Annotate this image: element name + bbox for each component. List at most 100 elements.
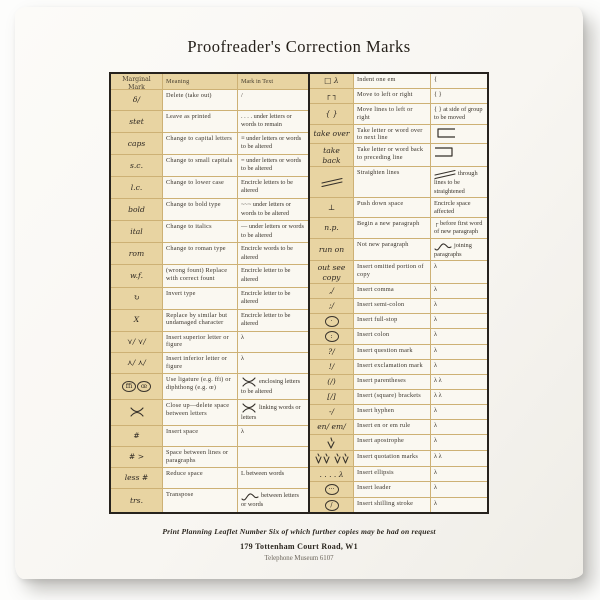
mark-in-text-text: λ bbox=[434, 346, 438, 354]
correction-marks-table: Marginal Mark Meaning Mark in Text δ/ De… bbox=[109, 72, 489, 514]
meaning-text: Move lines to left or right bbox=[357, 106, 413, 121]
marginal-mark-cell: ;/ bbox=[310, 299, 353, 314]
table-row: ┌ ┐ Move to left or right { } bbox=[310, 88, 487, 103]
marginal-mark-cell: s.c. bbox=[111, 155, 162, 177]
meaning-text: Insert colon bbox=[357, 331, 390, 339]
table-row: w.f. (wrong fount) Replace with correct … bbox=[111, 264, 308, 287]
marginal-mark-cell: δ/ bbox=[111, 90, 162, 110]
marginal-mark-cell bbox=[111, 400, 162, 425]
marginal-mark-cell: ↻ bbox=[111, 287, 162, 309]
mark-in-text-cell: Encircle letter to be altered bbox=[237, 287, 308, 309]
meaning-text: Insert comma bbox=[357, 286, 394, 294]
mark-in-text-cell: { bbox=[430, 74, 487, 88]
marginal-mark-cell: (/) bbox=[310, 374, 353, 389]
marginal-mark-cell: . . . . λ bbox=[310, 467, 353, 482]
marginal-mark-text: . . . . λ bbox=[319, 469, 344, 479]
meaning-text: Insert leader bbox=[357, 484, 391, 492]
mark-in-text-text: λ bbox=[434, 406, 438, 414]
mark-in-text-text: — under letters or words to be altered bbox=[241, 223, 304, 239]
mark-in-text-cell: through lines to be straightened bbox=[430, 167, 487, 197]
mark-in-text-cell bbox=[430, 144, 487, 167]
table-row: take over Take letter or word over to ne… bbox=[310, 123, 487, 144]
meaning-text: Insert inferior letter or figure bbox=[166, 354, 228, 370]
table-row: rom Change to roman type Encircle words … bbox=[111, 242, 308, 265]
mark-in-text-text: { bbox=[434, 76, 438, 83]
marginal-mark-text: rom bbox=[128, 249, 145, 259]
marginal-mark-cell: stet bbox=[111, 111, 162, 133]
table-row: □ λ Indent one em { bbox=[310, 74, 487, 88]
marginal-mark-cell: [/] bbox=[310, 389, 353, 404]
mark-in-text-text: ~~~ under letters or words to be altered bbox=[241, 201, 291, 217]
table-row: !/ Insert exclamation mark λ bbox=[310, 358, 487, 374]
meaning-text: Change to roman type bbox=[166, 245, 226, 253]
meaning-cell: Insert (square) brackets bbox=[353, 389, 430, 404]
table-header-row: Marginal Mark Meaning Mark in Text bbox=[111, 74, 308, 91]
meaning-cell: Change to small capitals bbox=[162, 155, 237, 177]
meaning-cell: Not new paragraph bbox=[353, 238, 430, 261]
meaning-text: Move to left or right bbox=[357, 91, 413, 98]
table-row: X Replace by similar but undamaged chara… bbox=[111, 308, 308, 331]
meaning-cell: Space between lines or paragraphs bbox=[162, 446, 237, 468]
mark-in-text-text: λ bbox=[434, 286, 438, 294]
marginal-mark-cell: take back bbox=[310, 144, 353, 167]
mark-in-text-cell bbox=[430, 124, 487, 144]
footer-note: Print Planning Leaflet Number Six of whi… bbox=[162, 527, 436, 536]
marginal-mark-text: caps bbox=[127, 138, 146, 148]
table-row: out see copy Insert omitted portion of c… bbox=[310, 260, 487, 284]
marginal-mark-text: n.p. bbox=[324, 223, 339, 233]
mark-in-text-text: Encircle letter to be altered bbox=[241, 289, 291, 305]
mark-in-text-cell: L between words bbox=[237, 468, 308, 489]
meaning-cell: Insert exclamation mark bbox=[353, 359, 430, 374]
straighten-lines-icon bbox=[434, 170, 456, 180]
marginal-mark-text: bold bbox=[128, 205, 145, 215]
marginal-mark-circled-mark: œ bbox=[137, 381, 151, 393]
meaning-cell: Change to roman type bbox=[162, 243, 237, 265]
mark-in-text-text: λ bbox=[434, 484, 438, 492]
marginal-mark-text: ⋏/ ⋏/ bbox=[127, 358, 146, 368]
mark-in-text-cell: λ bbox=[430, 404, 487, 419]
meaning-cell: Take letter or word over to next line bbox=[353, 124, 430, 144]
mark-in-text-cell: λ λ bbox=[430, 389, 487, 404]
table-row: caps Change to capital letters ≡ under l… bbox=[111, 132, 308, 155]
meaning-text: Insert parentheses bbox=[357, 376, 406, 384]
header-mark-in-text: Mark in Text bbox=[237, 74, 308, 89]
table-row: . . . . λ Insert ellipsis λ bbox=[310, 466, 487, 482]
mark-in-text-cell: / bbox=[237, 90, 308, 110]
meaning-text: Insert semi-colon bbox=[357, 301, 405, 309]
marginal-mark-cell: out see copy bbox=[310, 261, 353, 284]
marginal-mark-text: ⋎/ ⋎/ bbox=[127, 337, 146, 347]
marginal-mark-cell: ?/ bbox=[310, 344, 353, 359]
poster-title: Proofreader's Correction Marks bbox=[187, 37, 411, 56]
mark-in-text-cell: Encircle space affected bbox=[430, 197, 487, 218]
meaning-cell: Insert quotation marks bbox=[353, 451, 430, 467]
marginal-mark-cell: en/ em/ bbox=[310, 419, 353, 434]
meaning-text: Insert hyphen bbox=[357, 406, 395, 414]
mark-in-text-cell: λ bbox=[237, 425, 308, 446]
meaning-text: Change to bold type bbox=[166, 201, 221, 209]
marginal-mark-cell: rom bbox=[111, 243, 162, 265]
table-row: stet Leave as printed . . . . under lett… bbox=[111, 110, 308, 133]
marginal-mark-cell bbox=[310, 451, 353, 467]
marginal-mark-text: X bbox=[133, 315, 140, 325]
mark-in-text-cell: { } at side of group to be moved bbox=[430, 104, 487, 124]
meaning-text: Change to lower case bbox=[166, 179, 225, 187]
meaning-text: Change to small capitals bbox=[166, 157, 233, 165]
mark-in-text-text: enclosing letters to be altered bbox=[241, 378, 301, 396]
mark-in-text-cell: { } bbox=[430, 89, 487, 103]
marginal-mark-text: en/ em/ bbox=[317, 422, 346, 432]
meaning-cell: Insert omitted portion of copy bbox=[353, 261, 430, 284]
marginal-mark-cell: { } bbox=[310, 104, 353, 124]
meaning-text: Insert (square) brackets bbox=[357, 391, 421, 399]
mark-in-text-cell: . . . . under letters or words to remain bbox=[237, 111, 308, 133]
meaning-text: Leave as printed bbox=[166, 113, 211, 120]
meaning-cell: Indent one em bbox=[353, 74, 430, 88]
marginal-mark-cell: ┌ ┐ bbox=[310, 89, 353, 103]
table-row: l.c. Change to lower case Encircle lette… bbox=[111, 176, 308, 199]
mark-in-text-text: λ bbox=[434, 301, 438, 309]
marginal-mark-text: ┌ ┐ bbox=[325, 91, 338, 101]
meaning-text: Take letter or word back to preceding li… bbox=[357, 146, 424, 162]
table-row: # Insert space λ bbox=[111, 424, 308, 446]
mark-in-text-cell: — under letters or words to be altered bbox=[237, 221, 308, 243]
marginal-mark-cell bbox=[310, 434, 353, 451]
